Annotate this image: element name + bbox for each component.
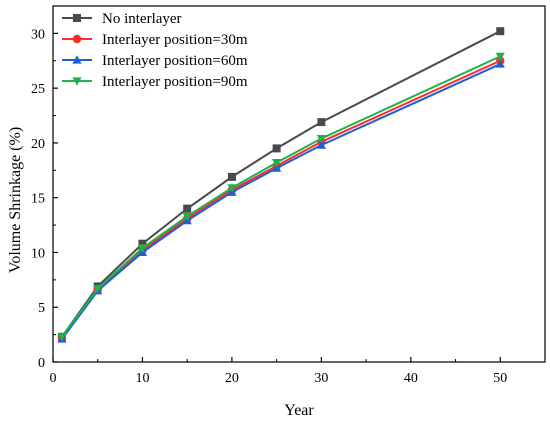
x-tick-label: 50: [493, 371, 507, 386]
series-layer: [57, 27, 505, 343]
data-point: [272, 163, 282, 172]
data-point: [316, 140, 326, 149]
legend-label: Interlayer position=30m: [102, 32, 248, 48]
legend-item: Interlayer position=30m: [62, 32, 248, 48]
data-point: [182, 212, 192, 222]
legend-label: No interlayer: [102, 11, 182, 27]
y-tick-label: 15: [31, 192, 45, 207]
axes: 0 10 20 30 40 50 0 5 10 15 20 25 30: [31, 5, 546, 386]
y-tick-label: 10: [31, 246, 45, 261]
data-point: [272, 144, 281, 153]
data-point: [137, 244, 148, 253]
y-tick-label: 20: [31, 137, 45, 152]
data-point: [317, 118, 326, 127]
data-point: [227, 184, 237, 193]
legend-marker: [72, 55, 82, 64]
x-tick-label: 10: [135, 371, 149, 386]
x-tick-label: 20: [225, 371, 239, 386]
data-point: [495, 59, 505, 68]
data-point: [57, 333, 67, 342]
series-2: [57, 56, 505, 343]
legend-item: No interlayer: [62, 11, 182, 27]
series-line: [61, 63, 501, 340]
data-point: [138, 239, 147, 248]
x-tick-label: 30: [314, 371, 328, 386]
series-4: [57, 52, 505, 342]
y-tick-label: 25: [31, 82, 45, 97]
series-line: [61, 59, 501, 339]
y-tick-label: 30: [31, 27, 45, 42]
legend-marker: [72, 34, 82, 44]
legend: No interlayer Interlayer position=30m Inte…: [62, 11, 248, 90]
data-point: [316, 134, 326, 144]
x-axis-title: Year: [284, 402, 314, 419]
legend-label: Interlayer position=90m: [102, 74, 248, 90]
data-point: [496, 27, 505, 36]
data-point: [495, 52, 505, 62]
legend-item: Interlayer position=90m: [62, 74, 248, 90]
y-tick-label: 0: [38, 356, 45, 371]
series-line: [61, 30, 501, 338]
y-tick-label: 5: [38, 301, 45, 316]
y-axis-title: Volume Shrinkage (%): [7, 127, 24, 273]
legend-marker: [73, 14, 81, 22]
series-3: [57, 59, 505, 343]
data-point: [227, 172, 236, 181]
data-point: [93, 285, 103, 294]
legend-label: Interlayer position=60m: [102, 53, 248, 69]
x-tick-label: 40: [404, 371, 418, 386]
data-point: [183, 204, 192, 213]
legend-item: Interlayer position=60m: [62, 53, 248, 69]
plot-frame: [52, 5, 546, 363]
series-line: [61, 55, 501, 338]
x-tick-label: 0: [50, 371, 57, 386]
data-point: [272, 159, 282, 168]
legend-marker: [72, 77, 82, 86]
